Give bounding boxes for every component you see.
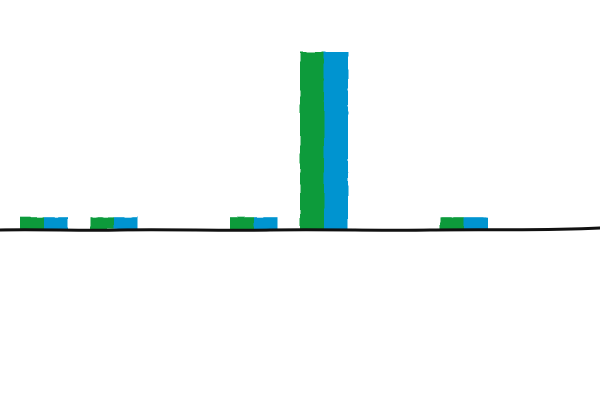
bar-2-2	[114, 217, 138, 229]
bar-1-4	[230, 217, 254, 229]
bar-2-5	[324, 52, 348, 229]
bar-2-1	[44, 217, 68, 229]
bar-2-7	[464, 217, 488, 229]
bar-2-4	[254, 217, 278, 229]
bar-1-5	[300, 52, 324, 229]
bar-1-2	[90, 217, 114, 229]
x-axis-baseline	[0, 226, 600, 232]
bar-1-7	[440, 217, 464, 229]
bar-1-1	[20, 217, 44, 229]
bars-layer	[20, 52, 488, 229]
